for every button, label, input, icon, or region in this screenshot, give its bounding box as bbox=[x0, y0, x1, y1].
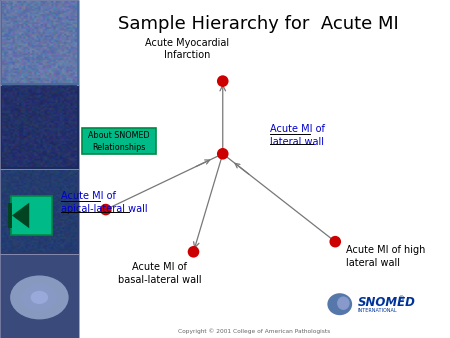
Bar bbox=[0, 169, 79, 254]
Bar bbox=[0, 84, 79, 169]
Text: Acute Myocardial
Infarction: Acute Myocardial Infarction bbox=[145, 38, 229, 61]
Text: ®: ® bbox=[398, 297, 405, 303]
FancyBboxPatch shape bbox=[82, 128, 156, 154]
Text: Acute MI of
lateral wall: Acute MI of lateral wall bbox=[270, 124, 325, 147]
Polygon shape bbox=[12, 203, 29, 228]
Circle shape bbox=[22, 284, 57, 311]
Point bbox=[102, 207, 109, 212]
Ellipse shape bbox=[328, 293, 352, 315]
Point bbox=[219, 78, 226, 84]
Point bbox=[332, 239, 339, 244]
Text: Acute MI of high
lateral wall: Acute MI of high lateral wall bbox=[346, 245, 426, 268]
Bar bbox=[0, 0, 79, 84]
Text: About SNOMED
Relationships: About SNOMED Relationships bbox=[89, 131, 150, 151]
Text: INTERNATIONAL: INTERNATIONAL bbox=[358, 309, 397, 313]
Text: Acute MI of
apical-lateral wall: Acute MI of apical-lateral wall bbox=[61, 191, 148, 214]
Text: Acute MI of
basal-lateral wall: Acute MI of basal-lateral wall bbox=[118, 262, 202, 285]
Bar bbox=[0, 0, 79, 338]
Ellipse shape bbox=[337, 296, 350, 310]
Circle shape bbox=[31, 291, 48, 304]
Text: Sample Hierarchy for  Acute MI: Sample Hierarchy for Acute MI bbox=[118, 15, 399, 33]
Point bbox=[219, 151, 226, 156]
Bar bbox=[11, 196, 52, 235]
Text: Copyright © 2001 College of American Pathologists: Copyright © 2001 College of American Pat… bbox=[178, 328, 330, 334]
Bar bbox=[0, 254, 79, 338]
Text: SNOMED: SNOMED bbox=[358, 296, 416, 309]
Point bbox=[190, 249, 197, 255]
Circle shape bbox=[10, 275, 68, 319]
Bar bbox=[9, 203, 12, 228]
